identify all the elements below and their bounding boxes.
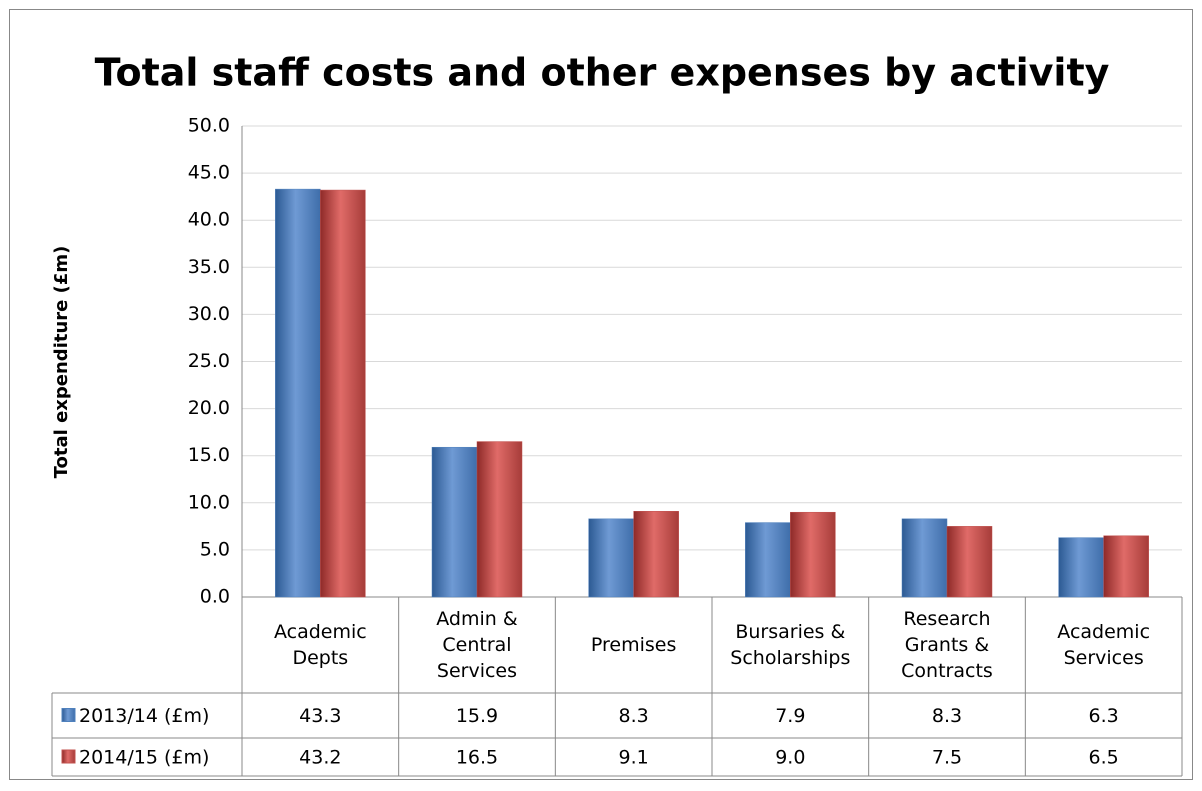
legend-swatch <box>61 749 76 764</box>
table-value: 8.3 <box>932 705 962 727</box>
y-tick-label: 5.0 <box>200 538 230 560</box>
bar <box>901 518 948 598</box>
table-value: 7.9 <box>775 705 805 727</box>
bar <box>588 518 634 598</box>
chart-title: Total staff costs and other expenses by … <box>95 51 1110 95</box>
category-label: Academic Services <box>1057 621 1151 669</box>
legend-label: 2014/15 (£m) <box>79 747 209 769</box>
legend-label: 2013/14 (£m) <box>79 705 209 727</box>
category-label: Bursaries & Scholarships <box>730 621 851 669</box>
bar <box>790 511 836 598</box>
category-label: Admin & Central Services <box>436 608 518 682</box>
y-tick-label: 50.0 <box>188 115 230 137</box>
y-tick-label: 40.0 <box>188 209 230 231</box>
y-tick-label: 20.0 <box>188 397 230 419</box>
y-tick-label: 30.0 <box>188 303 230 325</box>
bar <box>946 526 993 598</box>
bar <box>1103 535 1149 598</box>
y-tick-label: 45.0 <box>188 162 230 184</box>
bar <box>320 189 366 598</box>
table-value: 7.5 <box>932 747 962 769</box>
table-value: 16.5 <box>456 747 498 769</box>
y-tick-label: 15.0 <box>188 444 230 466</box>
category-label: Premises <box>590 634 677 656</box>
y-tick-label: 25.0 <box>188 350 230 372</box>
chart-border <box>9 9 1193 780</box>
y-tick-label: 10.0 <box>188 491 230 513</box>
y-tick-label: 35.0 <box>188 256 230 278</box>
category-label: Academic Depts <box>273 621 367 669</box>
category-label: Research Grants & Contracts <box>901 608 993 682</box>
legend-swatch <box>61 708 76 722</box>
table-value: 9.0 <box>775 747 805 769</box>
table-value: 6.3 <box>1089 705 1119 727</box>
bar <box>476 441 523 598</box>
y-tick-label: 0.0 <box>200 586 230 608</box>
table-value: 43.2 <box>299 747 341 769</box>
y-axis-label: Total expenditure (£m) <box>51 246 72 479</box>
bar <box>431 446 478 598</box>
bar <box>633 511 679 598</box>
bar <box>275 188 321 598</box>
table-value: 15.9 <box>456 705 498 727</box>
bar <box>745 522 791 598</box>
table-value: 6.5 <box>1089 747 1119 769</box>
table-value: 9.1 <box>619 747 649 769</box>
table-value: 43.3 <box>299 705 341 727</box>
table-value: 8.3 <box>619 705 649 727</box>
bar <box>1058 537 1104 598</box>
